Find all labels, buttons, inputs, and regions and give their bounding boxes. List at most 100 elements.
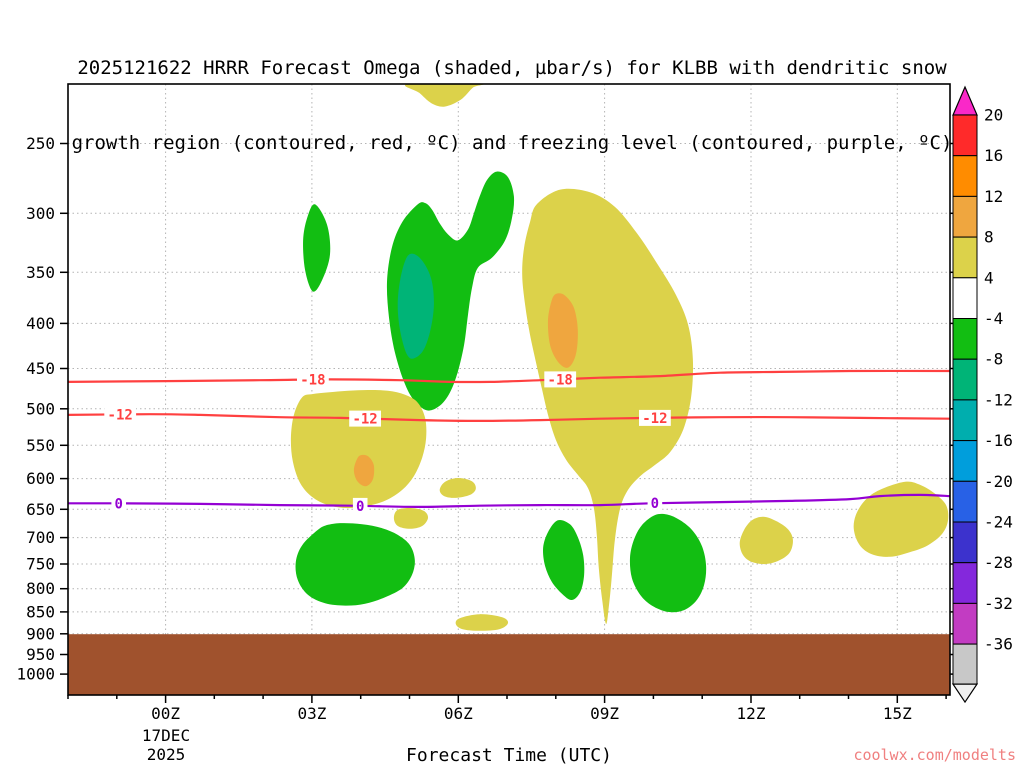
colorbar-tick-label: -24 (984, 513, 1013, 532)
temperature-contours (68, 369, 950, 509)
contour-label: 0 (356, 499, 364, 515)
colorbar-tick-label: 4 (984, 268, 994, 287)
y-tick-label: 500 (26, 399, 55, 418)
x-tick-label: 03Z (297, 704, 326, 723)
y-tick-label: 400 (26, 314, 55, 333)
x-axis-label: Forecast Time (UTC) (406, 745, 612, 766)
colorbar-tick-label: -8 (984, 350, 1003, 369)
contour-label-box (639, 409, 671, 426)
y-tick-label: 700 (26, 528, 55, 547)
y-tick-label: 650 (26, 500, 55, 519)
colorbar-tick-label: -36 (984, 635, 1013, 654)
colorbar-segment (952, 399, 978, 442)
omega-region-teal-core (397, 253, 434, 359)
colorbar-tick-label: -28 (984, 553, 1013, 572)
contour-label-box (349, 410, 381, 427)
contour-label-box (544, 371, 577, 388)
colorbar-segment (952, 521, 978, 564)
omega-shaded-regions (290, 84, 949, 631)
colorbar-segment (952, 480, 978, 523)
colorbar-tick-label: -20 (984, 472, 1013, 491)
contour-label: -18 (300, 373, 325, 389)
x-tick-label: 12Z (737, 704, 766, 723)
contour-label-box (352, 497, 368, 514)
y-tick-label: 450 (26, 359, 55, 378)
contour-label: 0 (114, 496, 122, 512)
contour-line--18 (68, 369, 950, 384)
contour-labels: -18 -18 -12 -12 -12 0 0 0 (104, 371, 671, 515)
omega-region-green-low-10z (629, 513, 707, 613)
colorbar-tick-label: -12 (984, 390, 1013, 409)
omega-region-orange-04z (353, 454, 375, 487)
colorbar-tick-label: 8 (984, 228, 994, 247)
contour-label: -12 (642, 411, 667, 427)
omega-region-yellow-sliver-terrain (455, 614, 509, 631)
omega-region-orange-08z (547, 293, 578, 368)
colorbar-tick-label: -16 (984, 431, 1013, 450)
colorbar-segment (952, 318, 978, 360)
omega-region-green-low-08z (543, 519, 585, 601)
y-tick-label: 950 (26, 645, 55, 664)
contour-label: 0 (651, 496, 659, 512)
colorbar-segment (952, 195, 978, 238)
y-tick-label: 850 (26, 602, 55, 621)
colorbar-arrow-bottom (951, 683, 979, 704)
chart-title-line1: 2025121622 HRRR Forecast Omega (shaded, … (77, 57, 947, 79)
colorbar-segment (952, 602, 978, 645)
terrain (68, 634, 950, 695)
contour-label-box (297, 371, 329, 388)
contour-label: -18 (548, 372, 573, 388)
date-day: 17DEC (141, 726, 191, 745)
axes-frame: 250 300 350 400 450 500 550 600 650 700 750 800 850 9… (16, 83, 953, 723)
colorbar-segment (952, 358, 978, 401)
x-axis-date-label: 17DEC 2025 (124, 726, 208, 764)
contour-label: -12 (352, 412, 377, 428)
omega-region-yellow-15z (853, 481, 949, 557)
y-tick-label: 350 (26, 263, 55, 282)
date-year: 2025 (146, 745, 186, 764)
x-tick-label: 06Z (444, 704, 473, 723)
contour-line-0 (68, 493, 950, 509)
contour-label-box (647, 495, 663, 512)
y-tick-label: 550 (26, 436, 55, 455)
colorbar-tick-label: -32 (984, 594, 1013, 613)
omega-region-yellow-mid-left (290, 390, 427, 509)
omega-region-yellow-small-05z (393, 508, 429, 529)
y-tick-label: 1000 (16, 665, 55, 684)
y-tick-label: 300 (26, 204, 55, 223)
x-tick-label: 15Z (883, 704, 912, 723)
watermark-text: coolwx.com/modelts (853, 746, 1016, 764)
colorbar-segment (952, 236, 978, 279)
colorbar-segment (952, 277, 978, 319)
colorbar-tick-label: 12 (984, 187, 1003, 206)
y-tick-label: 800 (26, 579, 55, 598)
colorbar: 20 16 12 8 4 -4 -8 -12 -16 -20 -24 -28 -32 -36 (951, 85, 1013, 704)
x-tick-label: 09Z (590, 704, 619, 723)
omega-region-green-03z-upper (303, 204, 331, 292)
omega-region-yellow-top (404, 84, 484, 107)
colorbar-segment (952, 440, 978, 482)
x-tick-label: 00Z (151, 704, 180, 723)
colorbar-segment (952, 155, 978, 197)
colorbar-tick-label: -4 (984, 309, 1003, 328)
y-tick-label: 900 (26, 624, 55, 643)
y-tick-label: 750 (26, 555, 55, 574)
contour-line--12 (68, 413, 950, 423)
contour-label-box (104, 406, 137, 423)
contour-label: -12 (108, 407, 133, 423)
colorbar-segment-below (952, 643, 978, 685)
chart-title-line2: growth region (contoured, red, ºC) and f… (71, 132, 953, 154)
terrain-fill (68, 634, 950, 695)
colorbar-tick-label: 20 (984, 106, 1003, 125)
chart-title: 2025121622 HRRR Forecast Omega (shaded, … (0, 6, 1024, 206)
contour-label-box (111, 495, 126, 512)
y-tick-label: 250 (26, 134, 55, 153)
omega-region-yellow-12z (739, 516, 793, 565)
plot-border (67, 83, 951, 696)
colorbar-tick-label: 16 (984, 146, 1003, 165)
y-tick-label: 600 (26, 469, 55, 488)
omega-region-yellow-small-06z (439, 477, 476, 498)
omega-region-green-low-left (295, 523, 415, 606)
